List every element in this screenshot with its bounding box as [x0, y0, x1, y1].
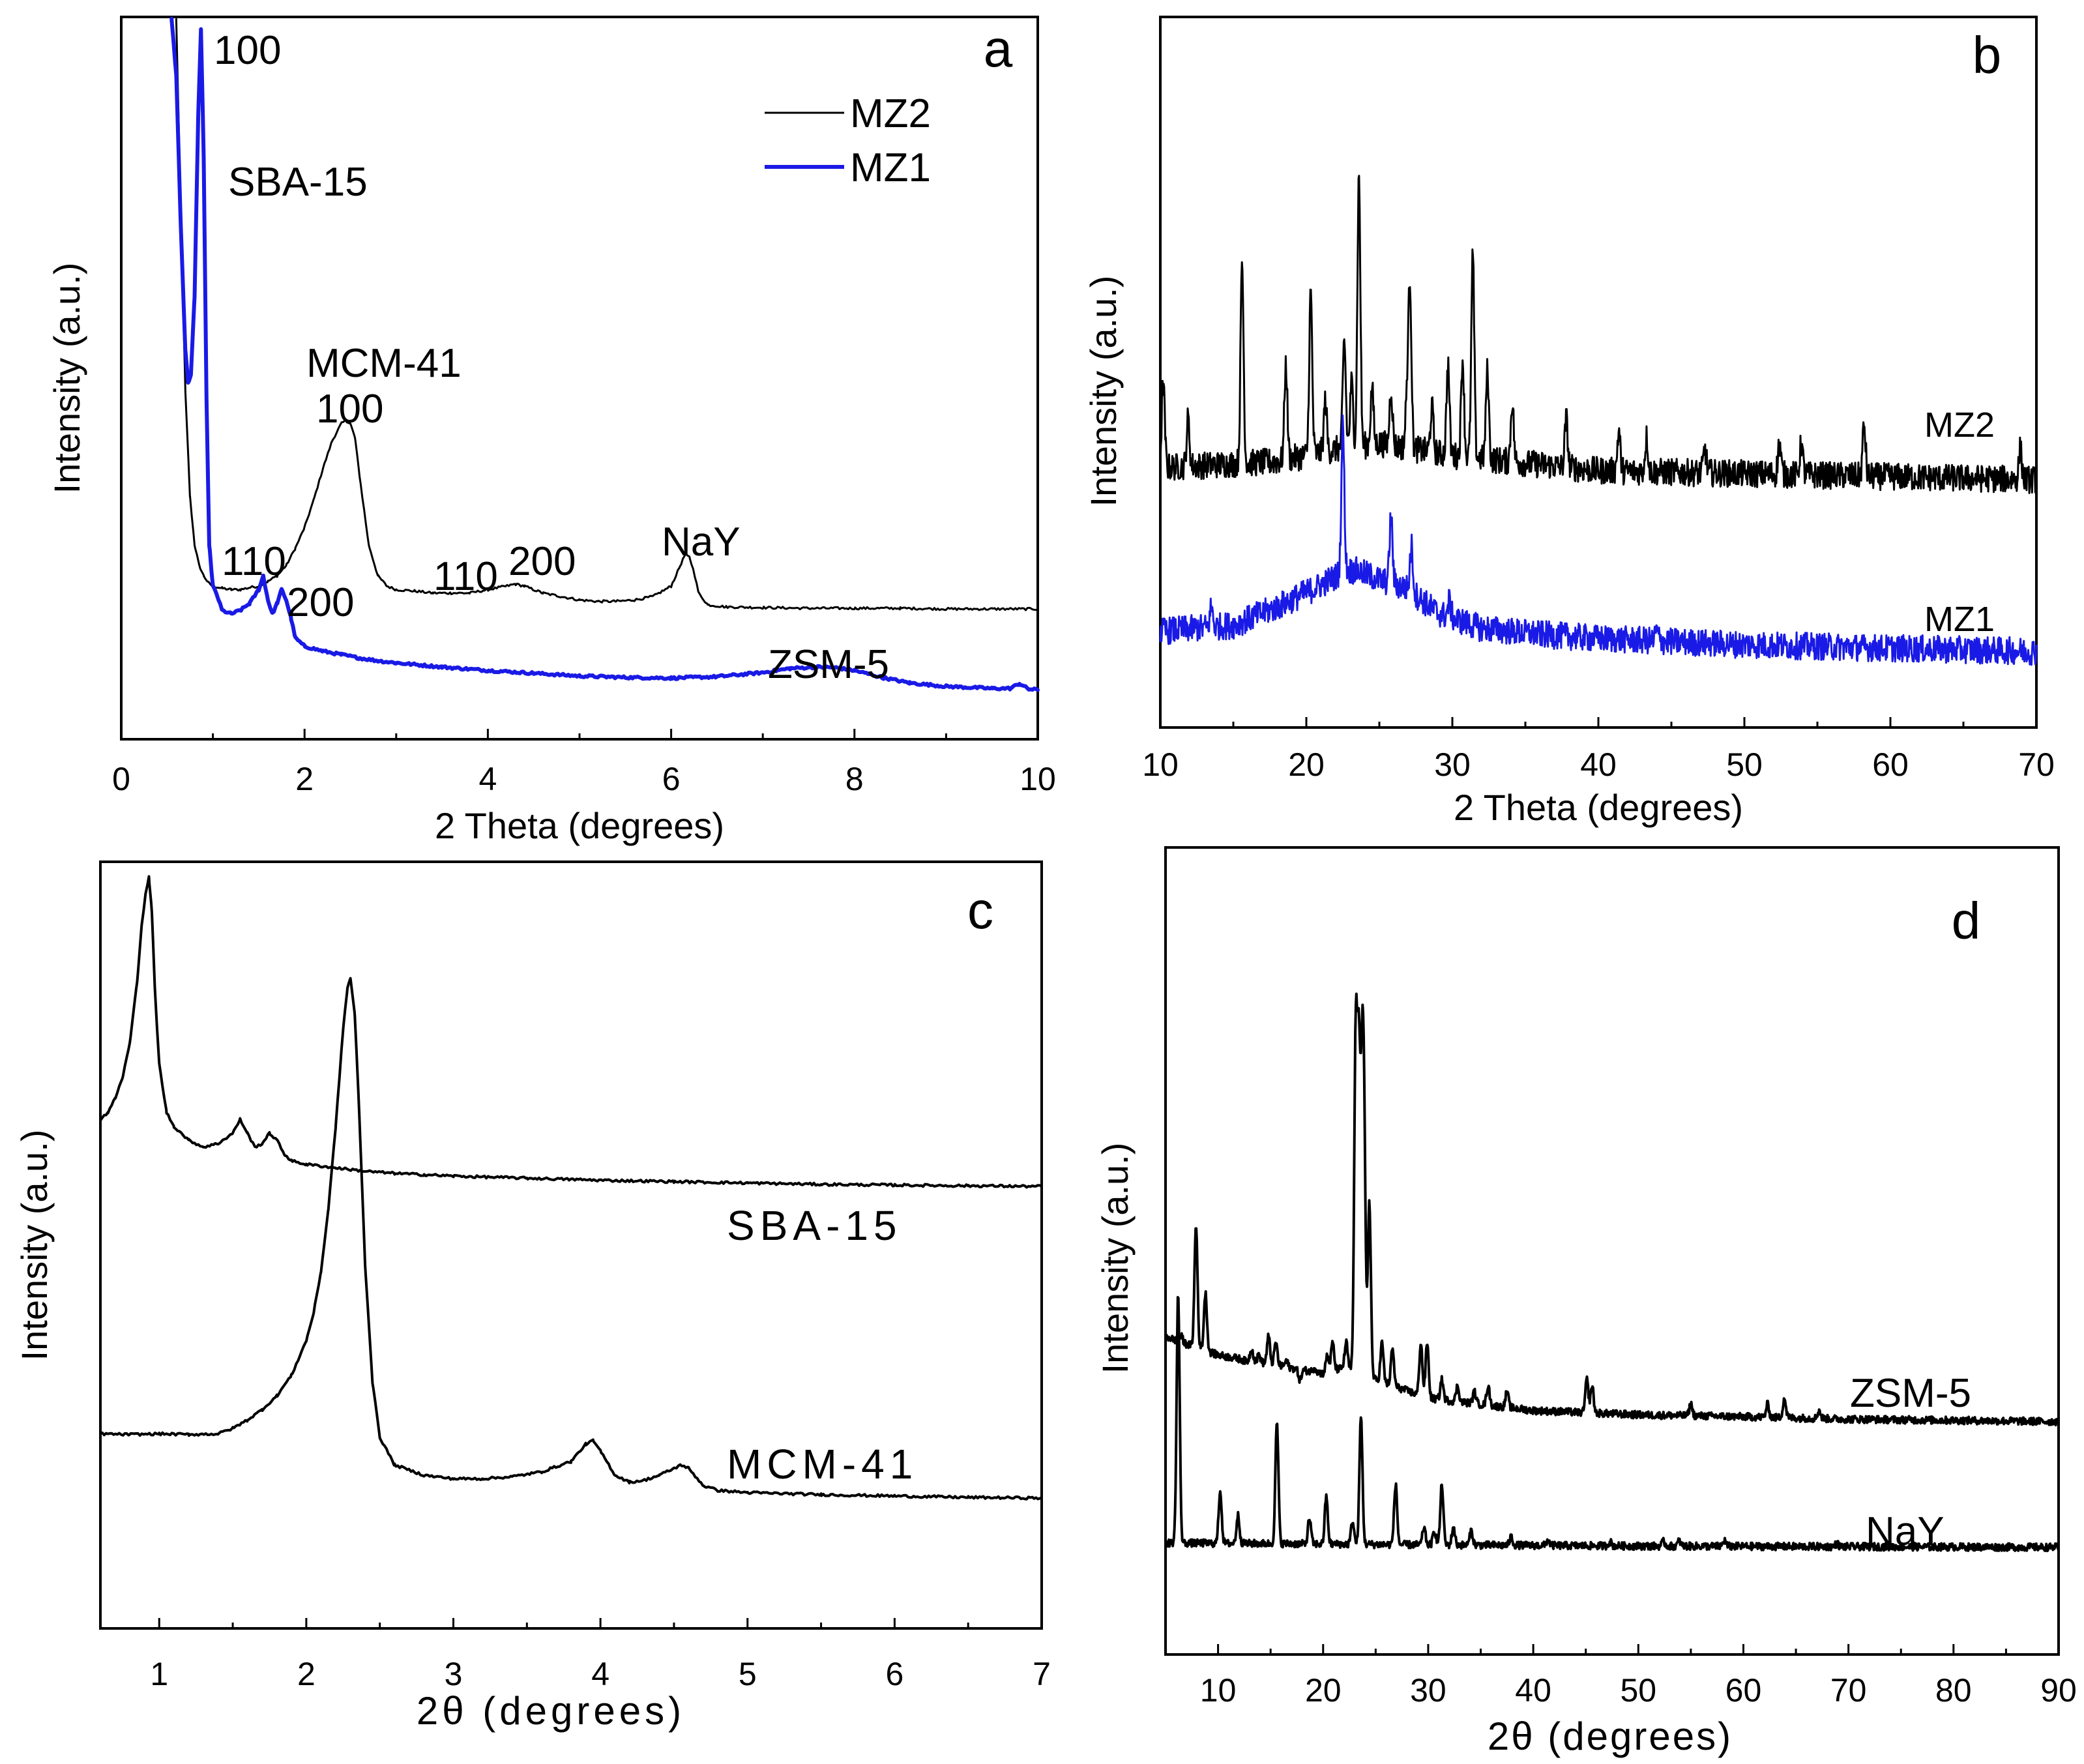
- panel-b-x-tick-label-1: 20: [1288, 746, 1325, 783]
- panel-c-x-tick-label-6: 7: [1033, 1656, 1051, 1692]
- panel-c-frame: [99, 860, 1043, 1630]
- panel-a-x-tick-label-1: 2: [295, 761, 314, 797]
- panel-a-x-tick-label-3: 6: [662, 761, 681, 797]
- panel-b-y-axis-title: Intensity (a.u.): [1083, 276, 1124, 507]
- panel-b-x-tick-label-0: 10: [1142, 746, 1179, 783]
- panel-c-letter: c: [967, 881, 993, 939]
- annotation-110-mcm41: 110: [433, 554, 498, 599]
- panel-d-x-tick-label-1: 20: [1305, 1672, 1342, 1709]
- panel-a-x-tick-label-5: 10: [1020, 761, 1056, 797]
- panel-a-x-tick-label-4: 8: [845, 761, 864, 797]
- panel-c-ticks: 1 2 3 4 5 6 7: [150, 1618, 1051, 1692]
- label-mcm41: MCM-41: [727, 1441, 918, 1488]
- annotation-200-sba15: 200: [287, 580, 354, 625]
- panel-a-ticks: 0 2 4 6 8 10: [112, 729, 1056, 797]
- panel-d-x-tick-label-0: 10: [1200, 1672, 1237, 1709]
- annotation-100-sba15: 100: [214, 28, 281, 73]
- panel-a-x-tick-label-2: 4: [478, 761, 497, 797]
- series-line-c-sba15: [99, 875, 1043, 1189]
- annotation-100-mcm41: 100: [316, 387, 383, 432]
- panel-d-x-tick-label-6: 70: [1830, 1672, 1867, 1709]
- panel-c-x-tick-label-1: 2: [297, 1656, 316, 1692]
- panel-b-x-tick-label-6: 70: [2018, 746, 2055, 783]
- panel-b: 10 20 30 40 50 60 70 b 2 Theta (degrees) Inten…: [1083, 16, 2055, 828]
- panel-d-x-axis-title: 2θ (degrees): [1488, 1714, 1733, 1758]
- series-line-c-mcm41: [99, 977, 1043, 1501]
- panel-a-x-axis-title: 2 Theta (degrees): [435, 805, 724, 846]
- annotation-zsm5: ZSM-5: [768, 642, 889, 687]
- annotation-mcm41: MCM-41: [306, 341, 462, 386]
- panel-c-x-tick-label-0: 1: [150, 1656, 168, 1692]
- panel-c-series: [99, 875, 1043, 1501]
- panel-b-letter: b: [1973, 26, 2002, 84]
- label-sba15: SBA-15: [727, 1202, 902, 1249]
- panel-d-ticks: 10 20 30 40 50 60 70 80 90: [1164, 1644, 2077, 1709]
- series-line-b-mz1: [1159, 414, 2038, 666]
- panel-b-x-tick-label-4: 50: [1726, 746, 1763, 783]
- annotation-200-mcm41: 200: [508, 539, 576, 584]
- panel-b-x-tick-label-2: 30: [1434, 746, 1471, 783]
- panel-c-x-tick-label-2: 3: [445, 1656, 463, 1692]
- panel-d-x-tick-label-4: 50: [1620, 1672, 1656, 1709]
- series-line-b-mz2: [1159, 175, 2038, 494]
- panel-d-x-tick-label-8: 90: [2040, 1672, 2077, 1709]
- annotation-nay: NaY: [662, 520, 741, 565]
- legend-label-mz2: MZ2: [850, 91, 931, 136]
- label-mz1: MZ1: [1924, 600, 1995, 639]
- panel-b-x-tick-label-3: 40: [1580, 746, 1617, 783]
- panel-d-frame: [1164, 846, 2060, 1656]
- panel-a: 0 2 4 6 8 10 a 2 Theta (degrees) Intensity (a…: [46, 16, 1056, 846]
- series-line-a-mz1: [169, 16, 1040, 692]
- label-mz2: MZ2: [1924, 405, 1995, 445]
- panel-a-x-tick-label-0: 0: [112, 761, 130, 797]
- series-line-d-nay: [1164, 1296, 2060, 1553]
- panel-c-x-axis-title: 2θ (degrees): [417, 1689, 685, 1733]
- panel-a-y-axis-title: Intensity (a.u.): [46, 263, 87, 494]
- panel-d-letter: d: [1952, 892, 1981, 950]
- legend-label-mz1: MZ1: [850, 145, 931, 190]
- label-zsm5: ZSM-5: [1850, 1371, 1971, 1416]
- label-nay: NaY: [1866, 1509, 1945, 1554]
- panel-b-frame: [1159, 16, 2038, 729]
- panel-d-y-axis-title: Intensity (a.u.): [1094, 1143, 1136, 1374]
- panel-b-series: [1159, 175, 2038, 666]
- panel-d-x-tick-label-5: 60: [1725, 1672, 1762, 1709]
- panel-c-x-tick-label-5: 6: [885, 1656, 903, 1692]
- panel-a-letter: a: [984, 20, 1013, 78]
- annotation-sba15: SBA-15: [228, 160, 368, 205]
- panel-b-x-tick-label-5: 60: [1872, 746, 1909, 783]
- panel-c-x-tick-label-4: 5: [739, 1656, 757, 1692]
- panel-c-y-axis-title: Intensity (a.u.): [14, 1130, 55, 1361]
- series-line-a-mz2: [175, 18, 1039, 611]
- panel-d-x-tick-label-2: 30: [1410, 1672, 1446, 1709]
- panel-d-x-tick-label-7: 80: [1935, 1672, 1972, 1709]
- annotation-110-sba15: 110: [222, 539, 286, 584]
- panel-b-x-axis-title: 2 Theta (degrees): [1454, 787, 1743, 828]
- panel-d: 10 20 30 40 50 60 70 80 90 d 2θ (degrees) Intens…: [1094, 846, 2077, 1758]
- panel-c-x-tick-label-3: 4: [591, 1656, 609, 1692]
- panel-d-series: [1164, 992, 2060, 1553]
- panel-a-series: [169, 16, 1040, 692]
- series-line-d-zsm5: [1164, 992, 2060, 1427]
- panel-b-ticks: 10 20 30 40 50 60 70: [1142, 717, 2055, 783]
- panel-d-x-tick-label-3: 40: [1515, 1672, 1551, 1709]
